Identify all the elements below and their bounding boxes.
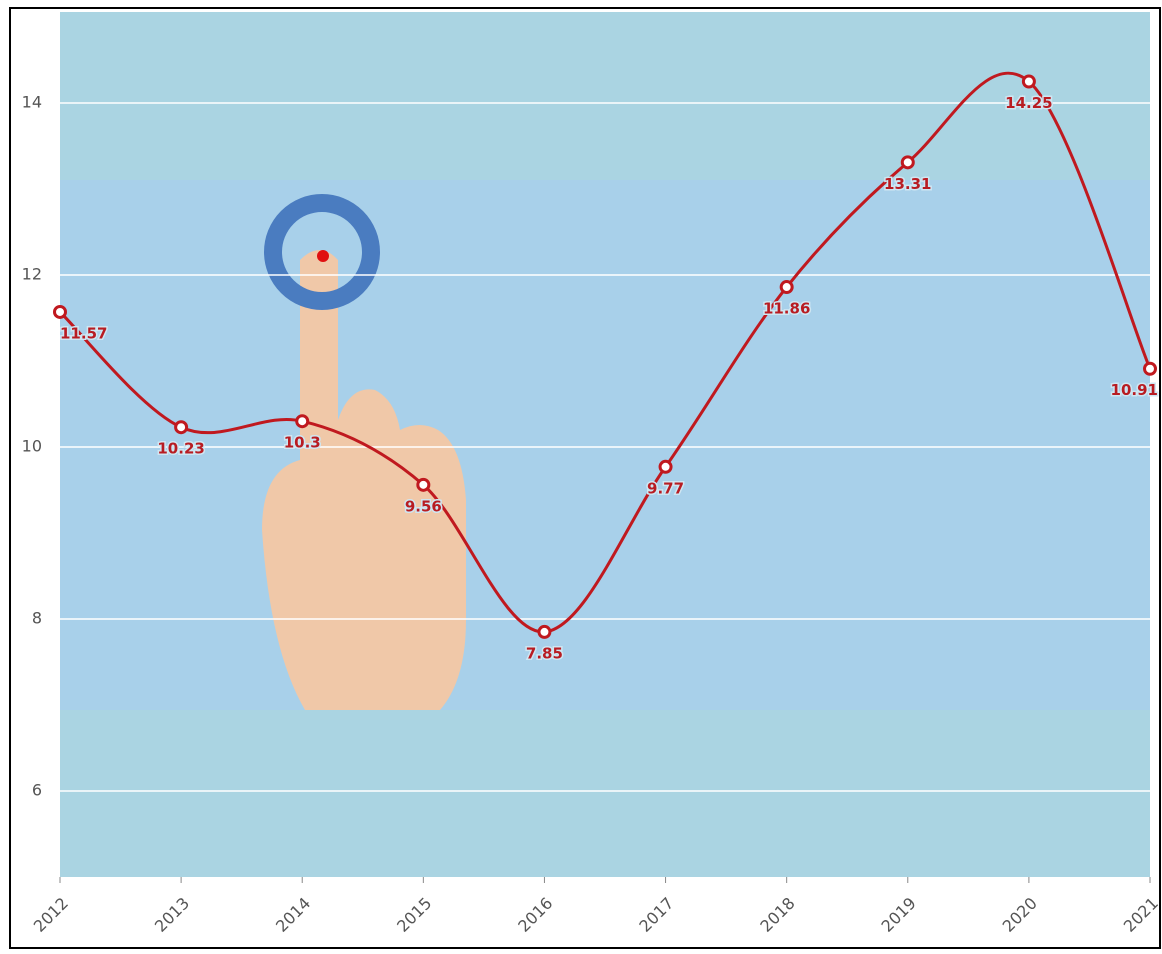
series-line — [58, 71, 1152, 634]
data-label: 10.23 — [157, 440, 204, 458]
data-label: 7.85 — [526, 644, 563, 662]
data-point — [1143, 361, 1157, 376]
data-point — [416, 477, 431, 492]
data-point — [174, 420, 189, 435]
data-label: 14.25 — [1005, 94, 1052, 112]
data-label: 9.77 — [647, 479, 684, 497]
data-point — [53, 304, 67, 319]
data-point — [537, 624, 552, 639]
y-tick-label: 6 — [32, 781, 42, 800]
data-label: 13.31 — [884, 175, 931, 193]
data-label: 11.86 — [763, 300, 810, 318]
data-point — [1021, 74, 1036, 89]
data-label: 9.56 — [405, 497, 442, 515]
y-tick-label: 14 — [22, 93, 42, 112]
data-label: 11.57 — [60, 324, 107, 342]
data-point — [658, 459, 673, 474]
y-tick-label: 8 — [32, 609, 42, 628]
data-point — [779, 280, 794, 295]
data-point — [295, 414, 310, 429]
photo-background — [60, 180, 1150, 710]
data-label: 10.3 — [284, 434, 321, 452]
y-tick-label: 10 — [22, 437, 42, 456]
hand-illustration — [262, 194, 466, 710]
data-label: 10.91 — [1111, 381, 1158, 399]
y-tick-label: 12 — [22, 265, 42, 284]
data-point — [900, 155, 915, 170]
